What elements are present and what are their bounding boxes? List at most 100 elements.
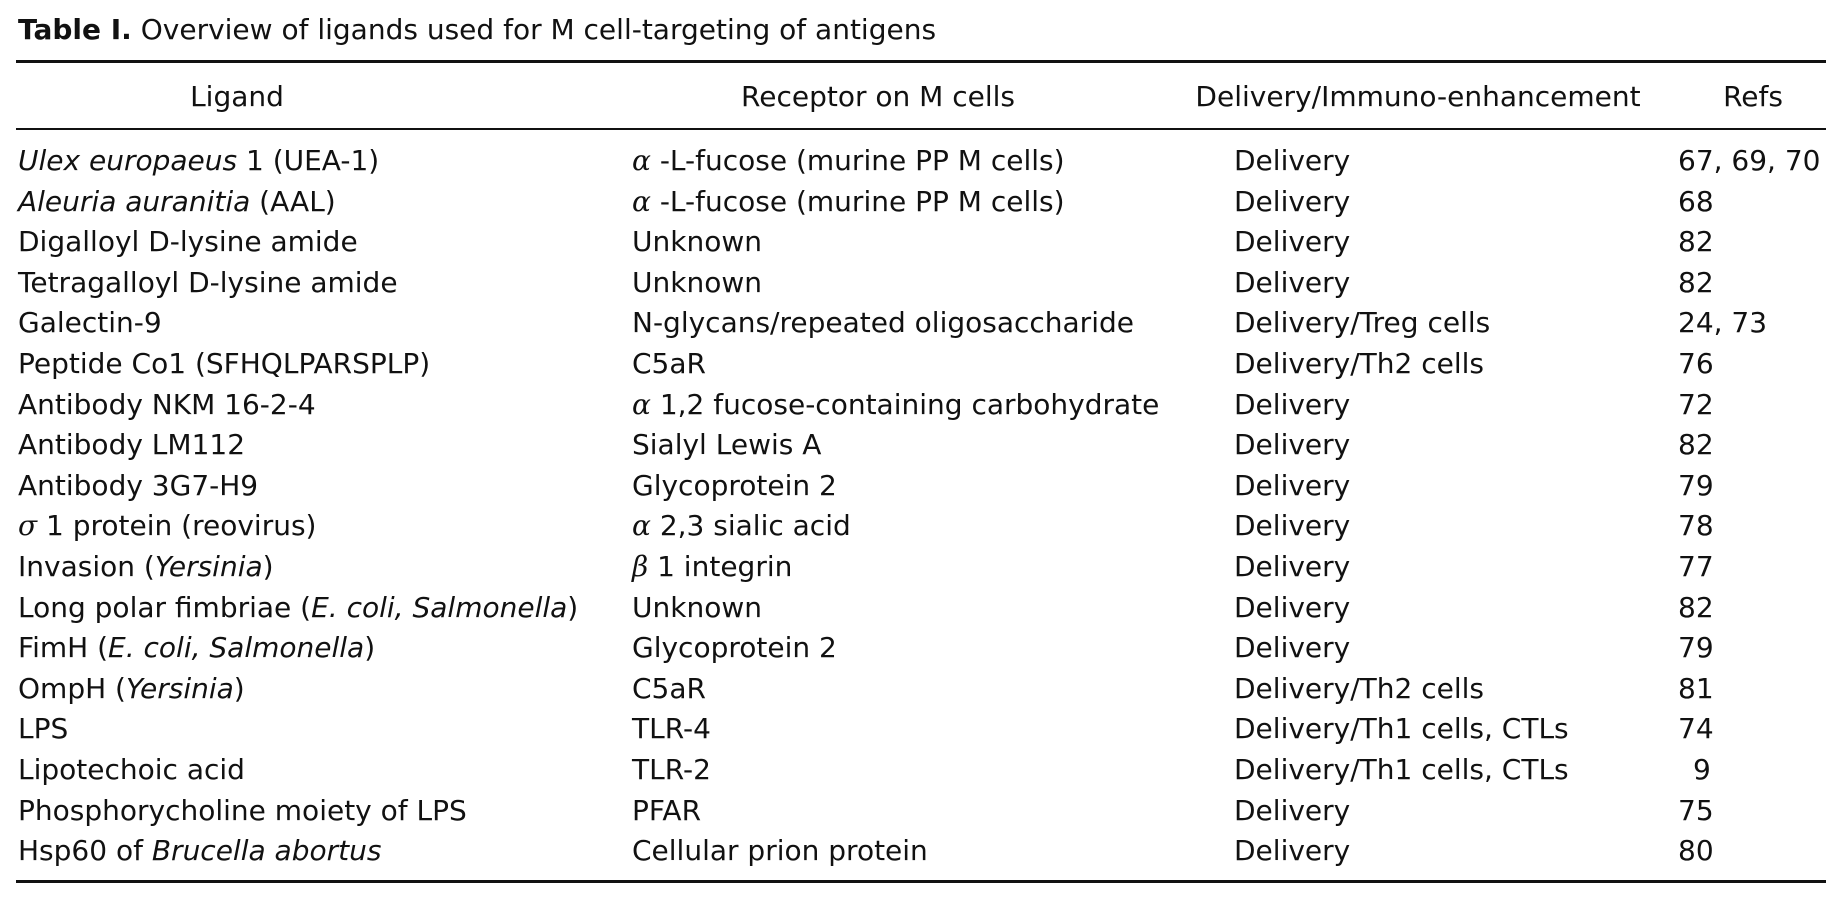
table-row: Antibody LM112 Sialyl Lewis A Delivery 82 [0, 425, 1842, 466]
ligand-text: Tetragalloyl D-lysine amide [18, 265, 398, 299]
table-row: Peptide Co1 (SFHQLPARSPLP) C5aR Delivery/T… [0, 344, 1842, 385]
table-caption-text: Overview of ligands used for M cell-targ… [140, 13, 937, 46]
ligand-text: Digalloyl D-lysine amide [18, 225, 358, 259]
cell-refs: 67, 69, 70 [1678, 144, 1821, 177]
ligand-italic-text: Brucella abortus [151, 834, 382, 868]
cell-refs: 82 [1678, 225, 1714, 259]
table-caption-label: Table I. [18, 13, 132, 46]
receptor-text: Unknown [632, 265, 762, 299]
receptor-text: TLR-4 [632, 712, 711, 746]
cell-receptor: β 1 integrin [632, 547, 792, 588]
cell-ligand: Antibody 3G7-H9 [18, 466, 258, 507]
ligand-greek-symbol: σ [18, 509, 38, 543]
table-row: Antibody NKM 16-2-4 α 1,2 fucose-containi… [0, 385, 1842, 426]
table-row: LPS TLR-4 Delivery/Th1 cells, CTLs 74 [0, 709, 1842, 750]
cell-receptor: TLR-2 [632, 750, 711, 791]
cell-ligand: Tetragalloyl D-lysine amide [18, 263, 398, 304]
header-refs: Refs [1723, 80, 1783, 113]
cell-receptor: Cellular prion protein [632, 831, 928, 872]
table-row: Invasion (Yersinia) β 1 integrin Delivery 7… [0, 547, 1842, 588]
cell-ligand: Antibody NKM 16-2-4 [18, 385, 316, 426]
receptor-text: Cellular prion protein [632, 834, 928, 868]
cell-delivery: Delivery [1234, 793, 1351, 827]
cell-ligand: Invasion (Yersinia) [18, 547, 274, 588]
cell-refs: 68 [1678, 184, 1714, 218]
cell-refs: 79 [1678, 631, 1714, 665]
cell-ligand: Ulex europaeus 1 (UEA-1) [18, 141, 379, 182]
table-row: Phosphorycholine moiety of LPS PFAR Delive… [0, 791, 1842, 832]
cell-refs: 82 [1678, 590, 1714, 624]
table-row: Long polar fimbriae (E. coli, Salmonella… [0, 588, 1842, 629]
cell-ligand: Lipotechoic acid [18, 750, 245, 791]
receptor-text: C5aR [632, 671, 706, 705]
cell-delivery: Delivery [1234, 265, 1351, 299]
cell-delivery: Delivery/Th1 cells, CTLs [1234, 752, 1569, 786]
cell-delivery: Delivery [1234, 549, 1351, 583]
cell-refs: 82 [1678, 428, 1714, 462]
table-row: OmpH (Yersinia) C5aR Delivery/Th2 cells 81 [0, 669, 1842, 710]
cell-delivery: Delivery [1234, 834, 1351, 868]
cell-delivery: Delivery/Th2 cells [1234, 346, 1484, 380]
table-header-rule [16, 128, 1826, 130]
cell-delivery: Delivery [1234, 631, 1351, 665]
table-bottom-rule [16, 880, 1826, 883]
table-row: Ulex europaeus 1 (UEA-1) α -L-fucose (mur… [0, 141, 1842, 182]
ligand-italic-text: E. coli, Salmonella [311, 590, 568, 624]
table-row: Galectin-9 N-glycans/repeated oligosaccha… [0, 303, 1842, 344]
cell-delivery: Delivery [1234, 590, 1351, 624]
ligand-text: Long polar fimbriae ( [18, 590, 312, 624]
cell-delivery: Delivery [1234, 387, 1351, 421]
table-row: Antibody 3G7-H9 Glycoprotein 2 Delivery 79 [0, 466, 1842, 507]
cell-refs: 72 [1678, 387, 1714, 421]
cell-ligand: LPS [18, 709, 68, 750]
cell-receptor: Unknown [632, 222, 762, 263]
cell-delivery: Delivery/Th2 cells [1234, 671, 1484, 705]
cell-receptor: Unknown [632, 588, 762, 629]
cell-refs: 75 [1678, 793, 1714, 827]
ligand-rest-text: ) [233, 671, 245, 705]
cell-ligand: Digalloyl D-lysine amide [18, 222, 358, 263]
receptor-text: Glycoprotein 2 [632, 468, 837, 502]
receptor-text: PFAR [632, 793, 702, 827]
ligand-text: Antibody 3G7-H9 [18, 468, 259, 502]
ligand-text: Galectin-9 [18, 306, 162, 340]
header-ligand: Ligand [190, 80, 284, 113]
cell-ligand: Antibody LM112 [18, 425, 245, 466]
table-header-row: Ligand Receptor on M cells Delivery/Immu… [0, 74, 1842, 120]
table-caption: Table I. Overview of ligands used for M … [18, 10, 936, 50]
ligand-rest-text: ) [262, 549, 274, 583]
cell-receptor: Unknown [632, 263, 762, 304]
ligand-text: OmpH ( [18, 671, 126, 705]
table-top-rule [16, 60, 1826, 63]
ligand-text: Phosphorycholine moiety of LPS [18, 793, 467, 827]
header-receptor: Receptor on M cells [741, 80, 1015, 113]
cell-delivery: Delivery/Treg cells [1234, 306, 1491, 340]
ligand-text: Hsp60 of [18, 834, 152, 868]
receptor-text: Glycoprotein 2 [632, 631, 837, 665]
receptor-text: 1 integrin [657, 549, 793, 583]
receptor-text: -L-fucose (murine PP M cells) [659, 144, 1065, 177]
cell-refs: 78 [1678, 509, 1714, 543]
receptor-text: 1,2 fucose-containing carbohydrate [659, 387, 1160, 421]
cell-receptor: TLR-4 [632, 709, 711, 750]
ligand-text: 1 protein (reovirus) [46, 509, 317, 543]
cell-refs: 24, 73 [1678, 306, 1768, 340]
table-row: Tetragalloyl D-lysine amide Unknown Delive… [0, 263, 1842, 304]
table-row: Aleuria auranitia (AAL) α -L-fucose (muri… [0, 182, 1842, 223]
cell-ligand: Peptide Co1 (SFHQLPARSPLP) [18, 344, 430, 385]
ligand-italic-text: Yersinia [125, 671, 234, 705]
cell-ligand: Hsp60 of Brucella abortus [18, 831, 381, 872]
ligand-rest-text: ) [567, 590, 579, 624]
cell-delivery: Delivery [1234, 428, 1351, 462]
cell-delivery: Delivery [1234, 468, 1351, 502]
cell-delivery: Delivery [1234, 144, 1351, 177]
ligand-text: Lipotechoic acid [18, 752, 245, 786]
cell-delivery: Delivery/Th1 cells, CTLs [1234, 712, 1569, 746]
receptor-text: TLR-2 [632, 752, 711, 786]
ligand-text: LPS [18, 712, 69, 746]
header-delivery: Delivery/Immuno-enhancement [1195, 80, 1641, 113]
receptor-text: 2,3 sialic acid [659, 509, 851, 543]
cell-ligand: FimH (E. coli, Salmonella) [18, 628, 375, 669]
ligand-text: Antibody NKM 16-2-4 [18, 387, 316, 421]
cell-refs: 77 [1678, 549, 1714, 583]
